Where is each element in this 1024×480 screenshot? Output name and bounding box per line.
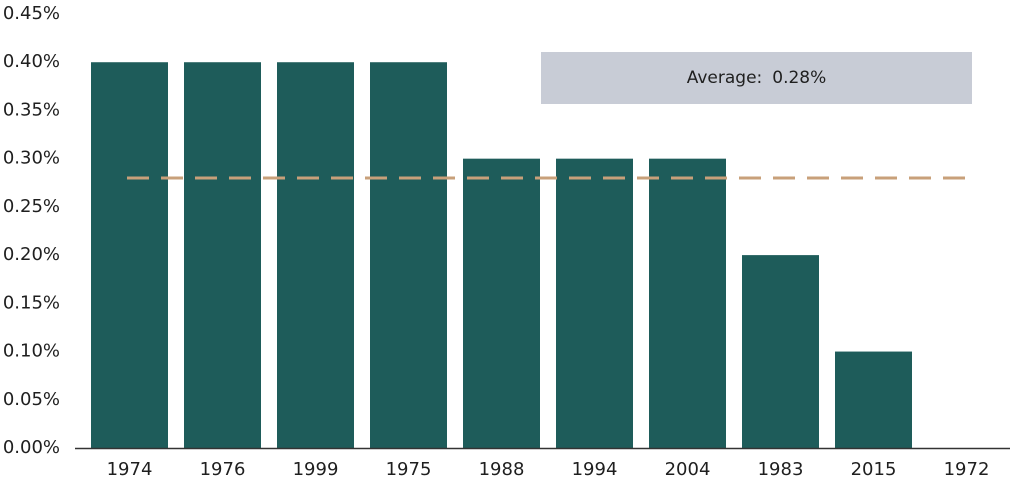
x-tick-label: 2015 [851,459,897,480]
y-tick-label: 0.10% [3,341,60,362]
x-tick-label: 1988 [479,459,525,480]
x-tick-label: 1994 [572,459,618,480]
x-tick-label: 1972 [944,459,990,480]
bar-1983 [742,255,819,448]
y-tick-label: 0.00% [3,437,60,458]
average-label: Average: 0.28% [687,68,827,88]
x-tick-label: 1976 [200,459,246,480]
x-tick-label: 2004 [665,459,711,480]
y-tick-label: 0.35% [3,99,60,120]
average-label-text: Average: [687,68,763,88]
bar-1976 [184,62,261,448]
average-box [541,52,972,104]
y-tick-label: 0.40% [3,51,60,72]
y-tick-label: 0.25% [3,196,60,217]
y-tick-label: 0.30% [3,148,60,169]
average-value-text: 0.28% [772,68,826,88]
y-tick-label: 0.45% [3,3,60,24]
x-axis-ticks: 1974 1976 1999 1975 1988 1994 2004 1983 2015 1972 [107,459,990,480]
average-annotation: Average: 0.28% [541,52,972,104]
y-axis-ticks: 0.00% 0.05% 0.10% 0.15% 0.20% 0.25% 0.30% 0.35%… [3,3,60,458]
bar-1994 [556,158,633,448]
bar-1975 [370,62,447,448]
y-tick-label: 0.05% [3,389,60,410]
bar-1999 [277,62,354,448]
y-tick-label: 0.15% [3,292,60,313]
bar-2015 [835,351,912,448]
x-tick-label: 1983 [758,459,804,480]
x-tick-label: 1974 [107,459,153,480]
bar-1974 [91,62,168,448]
x-tick-label: 1999 [293,459,339,480]
bar-1988 [463,158,540,448]
y-tick-label: 0.20% [3,244,60,265]
bar-2004 [649,158,726,448]
bars [91,62,912,448]
x-tick-label: 1975 [386,459,432,480]
